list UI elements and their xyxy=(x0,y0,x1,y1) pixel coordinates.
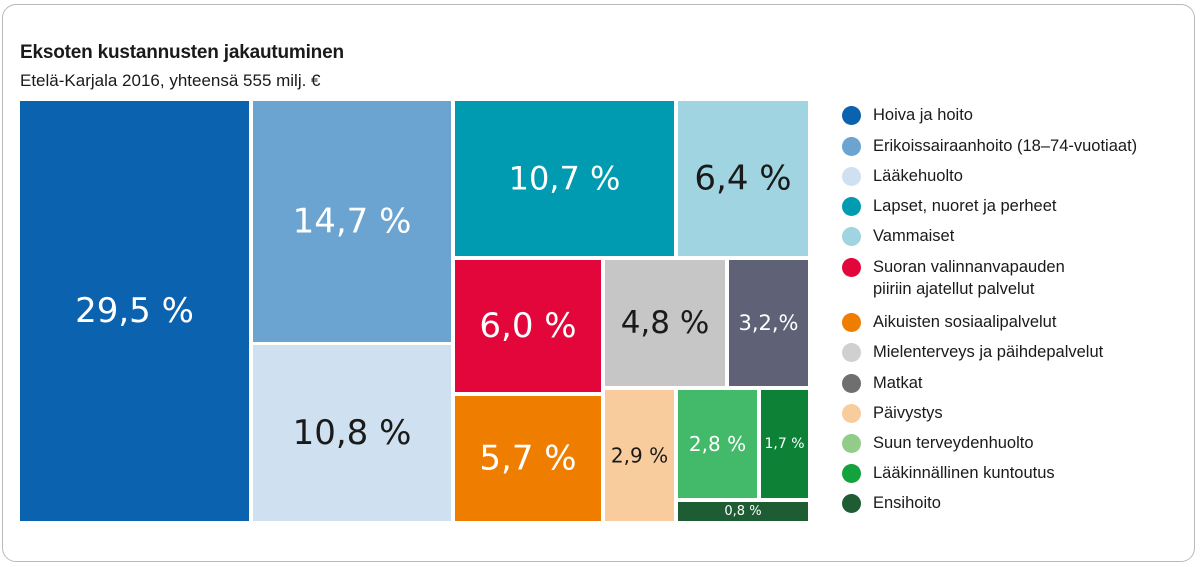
legend-item-6: Suoran valinnanvapauden piiriin ajatellut… xyxy=(842,256,1065,300)
legend-label-10: Päivystys xyxy=(873,404,943,422)
legend-item-12: Lääkinnällinen kuntoutus xyxy=(842,462,1055,484)
treemap-cell-1: 29,5 % xyxy=(20,101,249,521)
legend-swatch-4 xyxy=(842,197,861,216)
treemap-cell-7: 5,7 % xyxy=(455,396,601,521)
treemap-rect-12 xyxy=(761,390,808,498)
legend-swatch-12 xyxy=(842,464,861,483)
treemap-value-label-3: 10,8 % xyxy=(293,413,412,453)
legend-label-12: Lääkinnällinen kuntoutus xyxy=(873,464,1055,482)
treemap-value-label-12: 1,7 % xyxy=(764,436,804,452)
legend-swatch-5 xyxy=(842,227,861,246)
legend-label-5: Vammaiset xyxy=(873,227,955,245)
legend-item-2: Erikoissairaanhoito (18–74-vuotiaat) xyxy=(842,135,1137,157)
treemap-rect-8 xyxy=(605,260,725,386)
legend-item-7: Aikuisten sosiaalipalvelut xyxy=(842,311,1056,333)
treemap-value-label-10: 2,9 % xyxy=(611,444,668,468)
legend-item-11: Suun terveydenhuolto xyxy=(842,432,1034,454)
legend-label-13: Ensihoito xyxy=(873,494,941,512)
treemap-rect-2 xyxy=(253,101,451,342)
legend-swatch-2 xyxy=(842,137,861,156)
legend-item-1: Hoiva ja hoito xyxy=(842,104,973,126)
treemap-value-label-5: 6,4 % xyxy=(694,159,791,199)
treemap-rect-11 xyxy=(678,390,757,498)
legend-label-4: Lapset, nuoret ja perheet xyxy=(873,197,1057,215)
chart-title: Eksoten kustannusten jakautuminen xyxy=(20,42,344,63)
treemap-value-label-13: 0,8 % xyxy=(724,504,761,519)
treemap-cell-12: 1,7 % xyxy=(761,390,808,498)
treemap-value-label-6: 6,0 % xyxy=(479,306,576,346)
treemap-cell-2: 14,7 % xyxy=(253,101,451,342)
legend-label-7: Aikuisten sosiaalipalvelut xyxy=(873,313,1057,331)
legend-swatch-11 xyxy=(842,434,861,453)
treemap-value-label-7: 5,7 % xyxy=(479,439,576,479)
legend-item-8: Mielenterveys ja päihdepalvelut xyxy=(842,341,1103,363)
treemap-rect-13 xyxy=(678,502,808,521)
treemap-rect-5 xyxy=(678,101,808,256)
treemap-cell-11: 2,8 % xyxy=(678,390,757,498)
treemap-rect-4 xyxy=(455,101,674,256)
treemap-cell-5: 6,4 % xyxy=(678,101,808,256)
treemap-cell-10: 2,9 % xyxy=(605,390,674,521)
legend-swatch-9 xyxy=(842,374,861,393)
legend-swatch-6 xyxy=(842,258,861,277)
treemap-value-label-4: 10,7 % xyxy=(509,160,621,198)
legend-item-3: Lääkehuolto xyxy=(842,165,963,187)
treemap-cell-8: 4,8 % xyxy=(605,260,725,386)
legend-swatch-8 xyxy=(842,343,861,362)
legend-item-10: Päivystys xyxy=(842,402,943,424)
treemap-rect-1 xyxy=(20,101,249,521)
legend-item-13: Ensihoito xyxy=(842,492,941,514)
treemap-value-label-8: 4,8 % xyxy=(621,305,710,341)
treemap-cell-9: 3,2,% xyxy=(729,260,808,386)
treemap-rect-7 xyxy=(455,396,601,521)
legend-swatch-1 xyxy=(842,106,861,125)
legend-item-5: Vammaiset xyxy=(842,225,954,247)
legend-swatch-7 xyxy=(842,313,861,332)
treemap-value-label-9: 3,2,% xyxy=(738,311,798,335)
treemap-chart: 29,5 % 14,7 % 10,8 % 10,7 % 6,4 % 6,0 % 5,7 % 4… xyxy=(20,101,808,521)
legend-item-4: Lapset, nuoret ja perheet xyxy=(842,195,1056,217)
treemap-rect-6 xyxy=(455,260,601,392)
treemap-cell-6: 6,0 % xyxy=(455,260,601,392)
legend-item-9: Matkat xyxy=(842,372,923,394)
treemap-value-label-2: 14,7 % xyxy=(293,202,412,242)
legend-label-8: Mielenterveys ja päihdepalvelut xyxy=(873,343,1104,361)
legend-swatch-3 xyxy=(842,167,861,186)
treemap-value-label-1: 29,5 % xyxy=(75,291,194,331)
treemap-rect-10 xyxy=(605,390,674,521)
legend-label-2: Erikoissairaanhoito (18–74-vuotiaat) xyxy=(873,137,1138,155)
legend-label-1: Hoiva ja hoito xyxy=(873,106,973,124)
treemap-rect-9 xyxy=(729,260,808,386)
legend-swatch-10 xyxy=(842,404,861,423)
legend-label-6: Suoran valinnanvapauden piiriin ajatellut… xyxy=(873,258,1065,298)
legend-label-3: Lääkehuolto xyxy=(873,167,963,185)
legend-label-9: Matkat xyxy=(873,374,923,392)
treemap-cell-4: 10,7 % xyxy=(455,101,674,256)
legend-swatch-13 xyxy=(842,494,861,513)
treemap-cell-3: 10,8 % xyxy=(253,345,451,521)
treemap-cell-13: 0,8 % xyxy=(678,502,808,521)
treemap-rect-3 xyxy=(253,345,451,521)
chart-subtitle: Etelä-Karjala 2016, yhteensä 555 milj. € xyxy=(20,71,321,90)
treemap-value-label-11: 2,8 % xyxy=(689,432,746,456)
legend-label-11: Suun terveydenhuolto xyxy=(873,434,1034,452)
